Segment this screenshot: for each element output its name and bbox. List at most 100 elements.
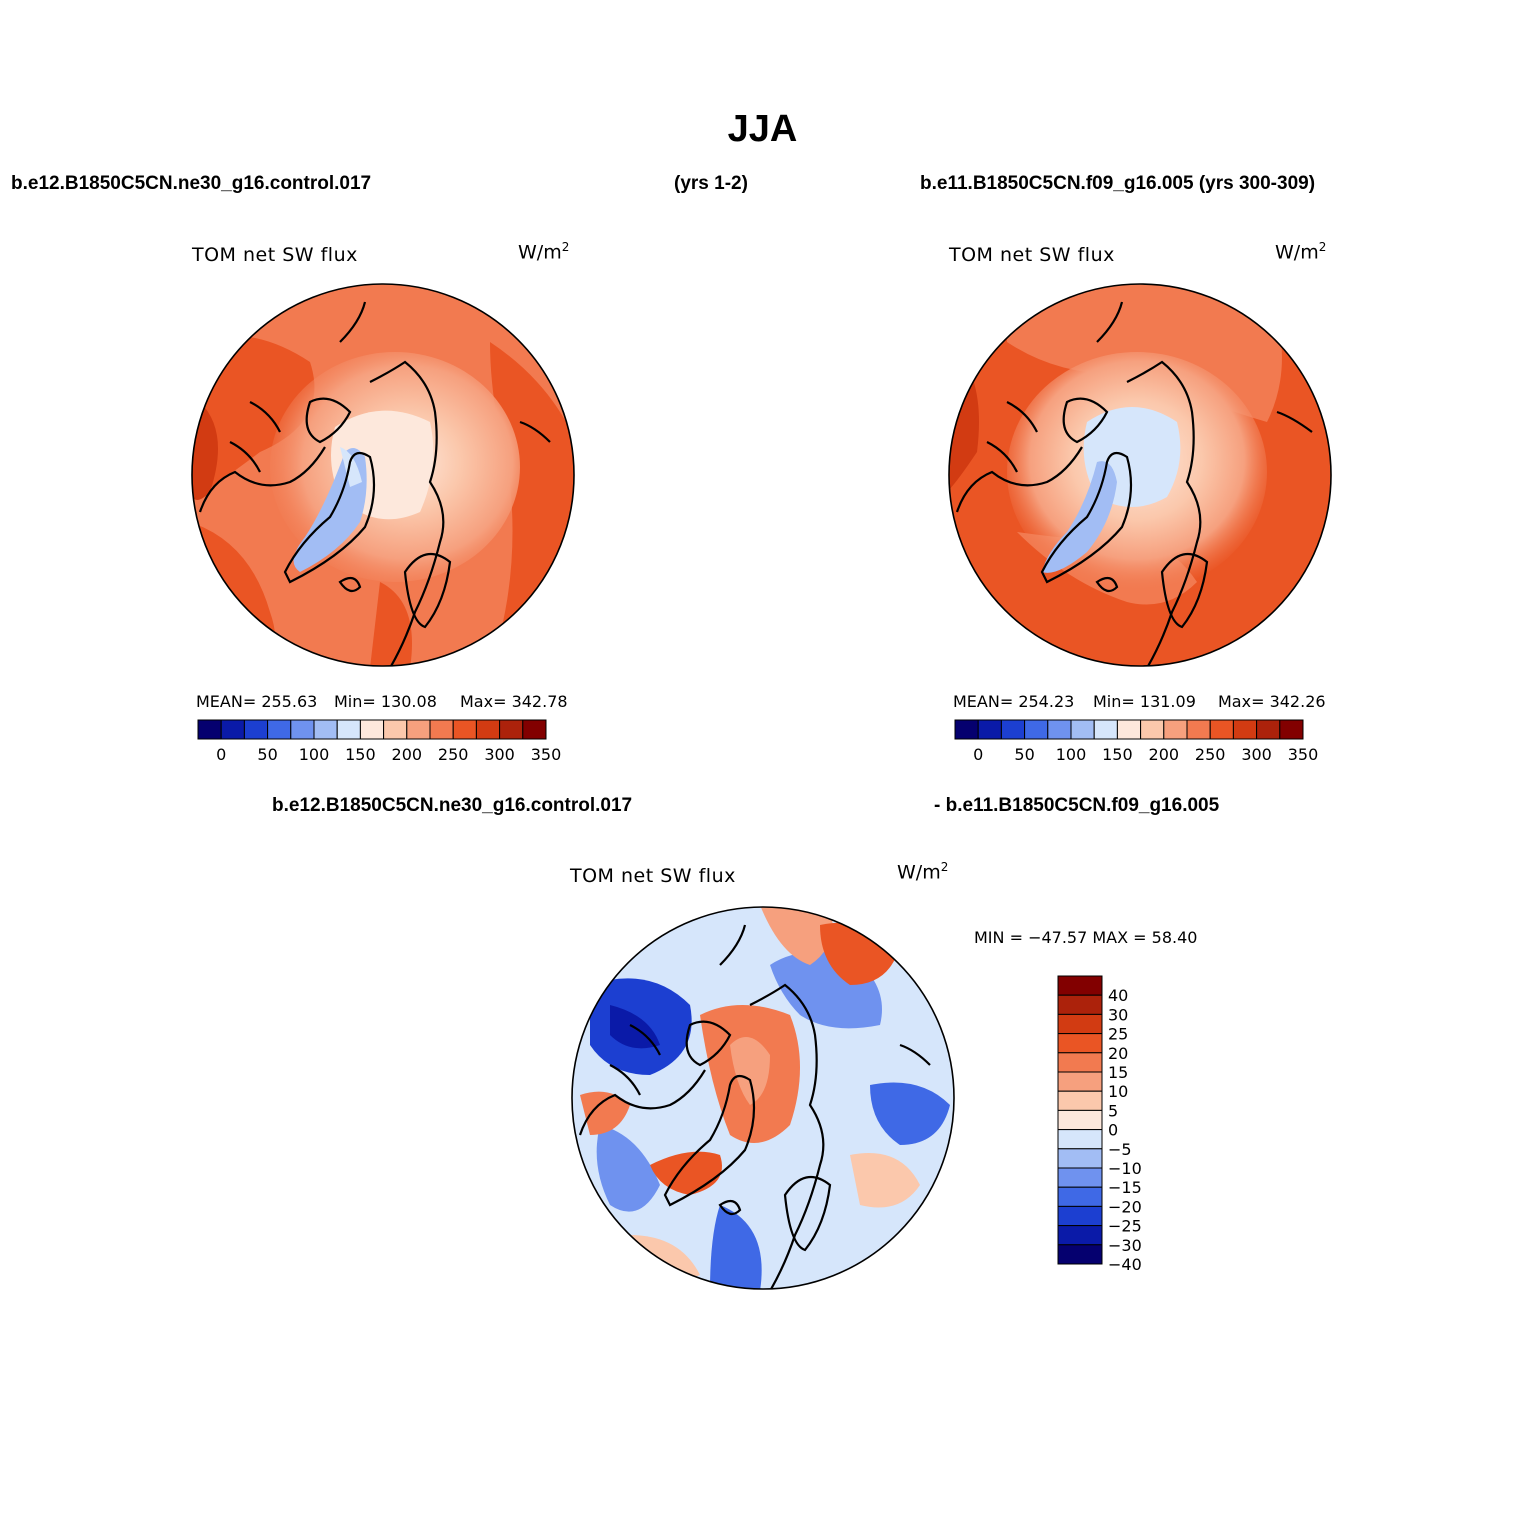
case1-header: b.e12.B1850C5CN.ne30_g16.control.017 (11, 173, 372, 194)
colorbar-case2-swatch (1256, 719, 1281, 740)
colorbar-case1-swatch (359, 719, 385, 740)
colorbar-difference-swatch (1057, 1186, 1103, 1207)
colorbar-difference-swatch (1057, 1090, 1103, 1111)
colorbar-case2-swatch (1070, 719, 1095, 740)
panel1-units: W/m2 (518, 240, 570, 264)
colorbar-case2-tick-label: 250 (1195, 745, 1226, 764)
colorbar-difference-tick-label: −30 (1108, 1236, 1142, 1255)
colorbar-case1-swatch (429, 719, 454, 740)
colorbar-case1-swatch (475, 719, 501, 740)
diff-header-right: - b.e11.B1850C5CN.f09_g16.005 (934, 795, 1220, 816)
panel1-mean: MEAN= 255.63 (196, 692, 318, 711)
colorbar-difference-tick-label: 40 (1108, 986, 1128, 1005)
colorbar-difference-tick-label: −40 (1108, 1255, 1142, 1274)
colorbar-case2-swatch (1093, 719, 1118, 740)
colorbar-case2-swatch (1047, 719, 1072, 740)
polar-map-difference (571, 906, 955, 1290)
colorbar-case1-swatch (243, 719, 269, 740)
colorbar-difference-swatch (1057, 1205, 1103, 1227)
polar-map-case1 (191, 283, 575, 667)
colorbar-case1-swatch (383, 719, 408, 740)
colorbar-case1-tick-label: 50 (257, 745, 277, 764)
colorbar-case1-swatch (313, 719, 338, 740)
colorbar-case1-tick-label: 250 (438, 745, 469, 764)
colorbar-case1-tick-label: 350 (531, 745, 562, 764)
colorbar-difference-swatch (1057, 1013, 1103, 1035)
colorbar-difference-tick-label: −5 (1108, 1140, 1132, 1159)
colorbar-case1-swatch (336, 719, 361, 740)
colorbar-case1-swatch (499, 719, 524, 740)
colorbar-difference-tick-label: −25 (1108, 1217, 1142, 1236)
colorbar-case2-swatch (1140, 719, 1165, 740)
case1-years-header: (yrs 1-2) (674, 173, 748, 194)
colorbar-case2-swatch (1024, 719, 1049, 740)
colorbar-case2-swatch (1209, 719, 1234, 740)
colorbar-difference-tick-label: 20 (1108, 1044, 1128, 1063)
colorbar-difference-swatch (1057, 975, 1103, 996)
colorbar-case1-tick-label: 150 (345, 745, 376, 764)
colorbar-difference-tick-label: 0 (1108, 1121, 1118, 1140)
polar-map-case2 (948, 283, 1332, 667)
colorbar-difference-swatch (1057, 1225, 1103, 1246)
panel3-units: W/m2 (897, 860, 949, 884)
panel1-variable-label: TOM net SW flux (192, 244, 358, 266)
colorbar-case2-tick-label: 0 (973, 745, 983, 764)
panel2-variable-label: TOM net SW flux (949, 244, 1115, 266)
colorbar-difference-swatch (1057, 1071, 1103, 1092)
colorbar-case2-tick-label: 150 (1102, 745, 1133, 764)
panel2-units: W/m2 (1275, 240, 1327, 264)
panel3-variable-label: TOM net SW flux (570, 865, 736, 887)
case2-header: b.e11.B1850C5CN.f09_g16.005 (yrs 300-309… (920, 173, 1316, 194)
colorbar-case2-tick-label: 100 (1056, 745, 1087, 764)
colorbar-case2-tick-label: 200 (1149, 745, 1180, 764)
colorbar-difference-tick-label: 5 (1108, 1101, 1118, 1120)
colorbar-difference-tick-label: −10 (1108, 1159, 1142, 1178)
colorbar-case1-tick-label: 200 (392, 745, 423, 764)
colorbar-case2-tick-label: 350 (1288, 745, 1319, 764)
panel1-min: Min= 130.08 (334, 692, 437, 711)
colorbar-difference-swatch (1057, 1109, 1103, 1131)
colorbar-case2: 0 50 100 150 200 250 300 350 (954, 719, 1319, 764)
colorbar-difference-tick-label: 15 (1108, 1063, 1128, 1082)
colorbar-difference-tick-label: 30 (1108, 1005, 1128, 1024)
colorbar-case1-swatch (406, 719, 431, 740)
colorbar-difference-swatch (1057, 1033, 1103, 1054)
colorbar-case1-swatch (267, 719, 292, 740)
colorbar-case1-swatch (452, 719, 477, 740)
colorbar-case2-swatch (1279, 719, 1304, 740)
colorbar-case1-tick-label: 100 (299, 745, 330, 764)
colorbar-case2-swatch (1232, 719, 1258, 740)
colorbar-case2-swatch (1163, 719, 1188, 740)
colorbar-difference-tick-label: 10 (1108, 1082, 1128, 1101)
colorbar-difference-swatch (1057, 1052, 1103, 1073)
colorbar-difference-swatch (1057, 994, 1103, 1015)
colorbar-case2-tick-label: 300 (1241, 745, 1272, 764)
panel3-minmax: MIN = −47.57 MAX = 58.40 (974, 928, 1198, 947)
colorbar-case1-swatch (197, 719, 222, 740)
colorbar-difference-swatch (1057, 1148, 1103, 1169)
colorbar-difference-tick-label: −20 (1108, 1197, 1142, 1216)
colorbar-case1-swatch (290, 719, 315, 740)
figure-title: JJA (727, 108, 798, 150)
colorbar-case2-swatch (977, 719, 1002, 740)
colorbar-case1: 0 50 100 150 200 250 300 350 (197, 719, 562, 764)
panel1-max: Max= 342.78 (460, 692, 568, 711)
colorbar-case2-swatch (1116, 719, 1142, 740)
colorbar-case1-swatch (522, 719, 547, 740)
colorbar-difference-swatch (1057, 1244, 1103, 1265)
colorbar-case2-swatch (954, 719, 979, 740)
colorbar-difference-tick-label: 25 (1108, 1025, 1128, 1044)
colorbar-case2-tick-label: 50 (1014, 745, 1034, 764)
colorbar-case2-swatch (1000, 719, 1026, 740)
colorbar-case2-swatch (1186, 719, 1211, 740)
panel2-mean: MEAN= 254.23 (953, 692, 1075, 711)
colorbar-case1-tick-label: 300 (484, 745, 515, 764)
colorbar-case1-tick-label: 0 (216, 745, 226, 764)
panel2-max: Max= 342.26 (1218, 692, 1326, 711)
colorbar-case1-swatch (220, 719, 245, 740)
colorbar-difference-tick-label: −15 (1108, 1178, 1142, 1197)
colorbar-difference-swatch (1057, 1129, 1103, 1150)
panel2-min: Min= 131.09 (1093, 692, 1196, 711)
diff-header-left: b.e12.B1850C5CN.ne30_g16.control.017 (272, 795, 633, 816)
